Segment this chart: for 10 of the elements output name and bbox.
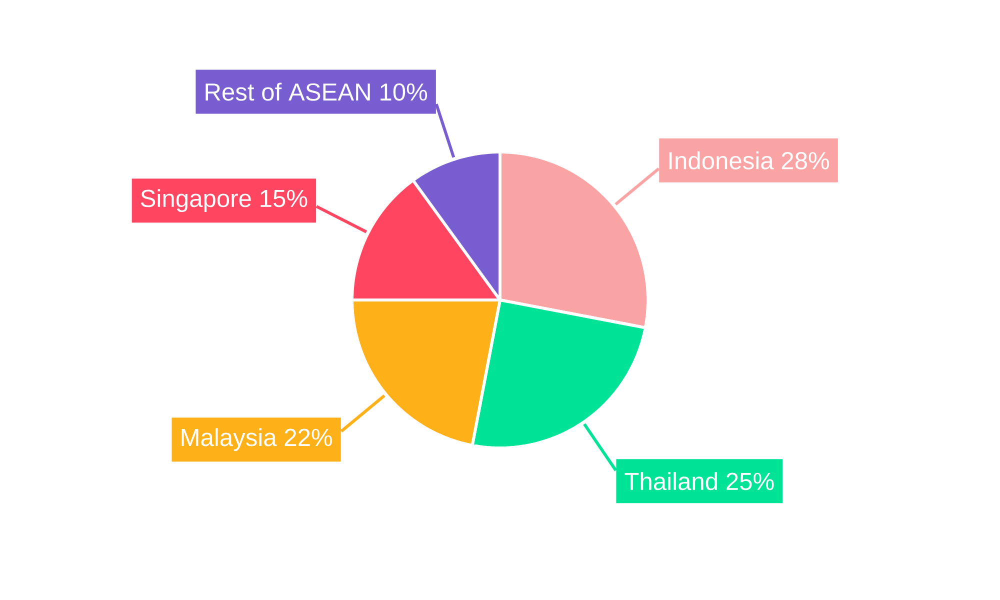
slice-label: Malaysia xyxy=(182,428,277,452)
data-label: 25% xyxy=(726,472,774,490)
slice-label: Rest of ASEAN xyxy=(206,82,370,101)
slice-label: Indonesia xyxy=(669,151,774,170)
data-label: 28% xyxy=(782,152,830,170)
data-label: 15% xyxy=(260,190,308,208)
data-label: 10% xyxy=(380,83,428,101)
slice-label: Thailand xyxy=(624,472,717,490)
data-label: 22% xyxy=(284,428,332,446)
slice-label: Singapore xyxy=(140,189,251,212)
